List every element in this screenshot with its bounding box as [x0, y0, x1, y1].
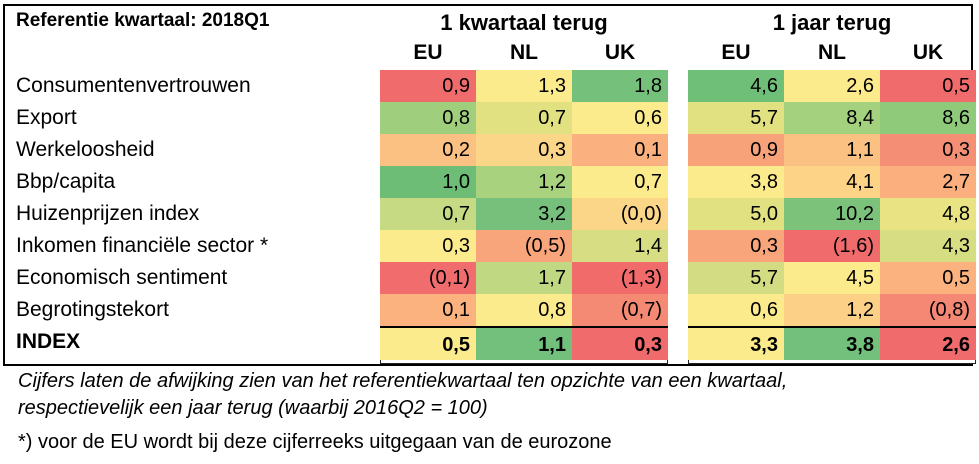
- group-title-quarter: 1 kwartaal terug: [440, 10, 608, 35]
- quarter-values-block: 0,9 1,3 1,8 0,8 0,7 0,6 0,2 0,3 0,1 1,0 1,2 0,7 0,7 3…: [380, 70, 668, 364]
- table-cell: 0,8: [476, 294, 572, 326]
- table-cell: (0,8): [880, 294, 976, 326]
- table-cell: 0,7: [572, 166, 668, 198]
- table-cell: 1,1: [476, 326, 572, 360]
- row-label: Export: [16, 106, 77, 129]
- table-cell: 0,3: [688, 230, 784, 262]
- table-cell: 2,7: [880, 166, 976, 198]
- table-cell: (0,7): [572, 294, 668, 326]
- table-cell: 0,3: [572, 326, 668, 360]
- table-cell: 0,6: [572, 102, 668, 134]
- table-cell: 0,3: [880, 134, 976, 166]
- table-cell: 10,2: [784, 198, 880, 230]
- table-cell: 3,3: [688, 326, 784, 360]
- table-cell: 4,3: [880, 230, 976, 262]
- table-cell: 4,6: [688, 70, 784, 102]
- column-header-eu: EU: [413, 41, 443, 64]
- caption-line-1: Cijfers laten de afwijking zien van het …: [18, 370, 788, 392]
- table-cell: 5,7: [688, 262, 784, 294]
- table-cell: 3,8: [784, 326, 880, 360]
- table-cell: 1,0: [380, 166, 476, 198]
- table-cell: 5,7: [688, 102, 784, 134]
- table-cell: 1,8: [572, 70, 668, 102]
- table-cell: (1,6): [784, 230, 880, 262]
- table-cell: 0,3: [380, 230, 476, 262]
- row-label: Inkomen financiële sector *: [16, 234, 269, 257]
- table-cell: 0,8: [380, 102, 476, 134]
- column-header-nl: NL: [510, 41, 538, 64]
- table-cell: 0,7: [380, 198, 476, 230]
- table-cell: 2,6: [880, 326, 976, 360]
- row-label: INDEX: [16, 330, 81, 353]
- table-cell: (1,3): [572, 262, 668, 294]
- table-cell: 1,2: [784, 294, 880, 326]
- table-cell: (0,0): [572, 198, 668, 230]
- table-cell: 4,1: [784, 166, 880, 198]
- table-cell: 4,5: [784, 262, 880, 294]
- row-label: Huizenprijzen index: [16, 202, 200, 225]
- column-header-nl: NL: [818, 41, 846, 64]
- table-cell: 1,4: [572, 230, 668, 262]
- table-cell: 0,1: [380, 294, 476, 326]
- table-cell: 0,2: [380, 134, 476, 166]
- row-label: Economisch sentiment: [16, 266, 228, 289]
- year-values-block: 4,6 2,6 0,5 5,7 8,4 8,6 0,9 1,1 0,3 3,8 4,1 2,7 5,0 1…: [688, 70, 976, 364]
- row-label: Bbp/capita: [16, 170, 116, 193]
- table-cell: 3,2: [476, 198, 572, 230]
- column-header-uk: UK: [604, 41, 636, 64]
- table-cell: 0,5: [380, 326, 476, 360]
- table-cell: 1,3: [476, 70, 572, 102]
- table-cell: 8,4: [784, 102, 880, 134]
- table-cell: 3,8: [688, 166, 784, 198]
- row-label: Consumentenvertrouwen: [16, 74, 251, 97]
- table-cell: 1,7: [476, 262, 572, 294]
- table-cell: (0,5): [476, 230, 572, 262]
- table-cell: 2,6: [784, 70, 880, 102]
- table-cell: 5,0: [688, 198, 784, 230]
- table-cell: 0,7: [476, 102, 572, 134]
- table-cell: 0,9: [380, 70, 476, 102]
- footnote: *) voor de EU wordt bij deze cijferreeks…: [18, 431, 612, 453]
- table-cell: 4,8: [880, 198, 976, 230]
- row-label: Werkeloosheid: [16, 138, 155, 161]
- reference-quarter-title: Referentie kwartaal: 2018Q1: [16, 10, 270, 31]
- table-cell: 0,5: [880, 70, 976, 102]
- table-cell: (0,1): [380, 262, 476, 294]
- table-cell: 0,9: [688, 134, 784, 166]
- table-cell: 1,2: [476, 166, 572, 198]
- column-header-eu: EU: [721, 41, 751, 64]
- table-cell: 0,1: [572, 134, 668, 166]
- table-cell: 8,6: [880, 102, 976, 134]
- row-label: Begrotingstekort: [16, 298, 169, 321]
- caption-line-2: respectievelijk een jaar terug (waarbij …: [18, 397, 488, 419]
- table-cell: 0,6: [688, 294, 784, 326]
- table-cell: 0,5: [880, 262, 976, 294]
- table-cell: 1,1: [784, 134, 880, 166]
- column-header-uk: UK: [912, 41, 944, 64]
- table-cell: 0,3: [476, 134, 572, 166]
- group-title-year: 1 jaar terug: [772, 10, 892, 35]
